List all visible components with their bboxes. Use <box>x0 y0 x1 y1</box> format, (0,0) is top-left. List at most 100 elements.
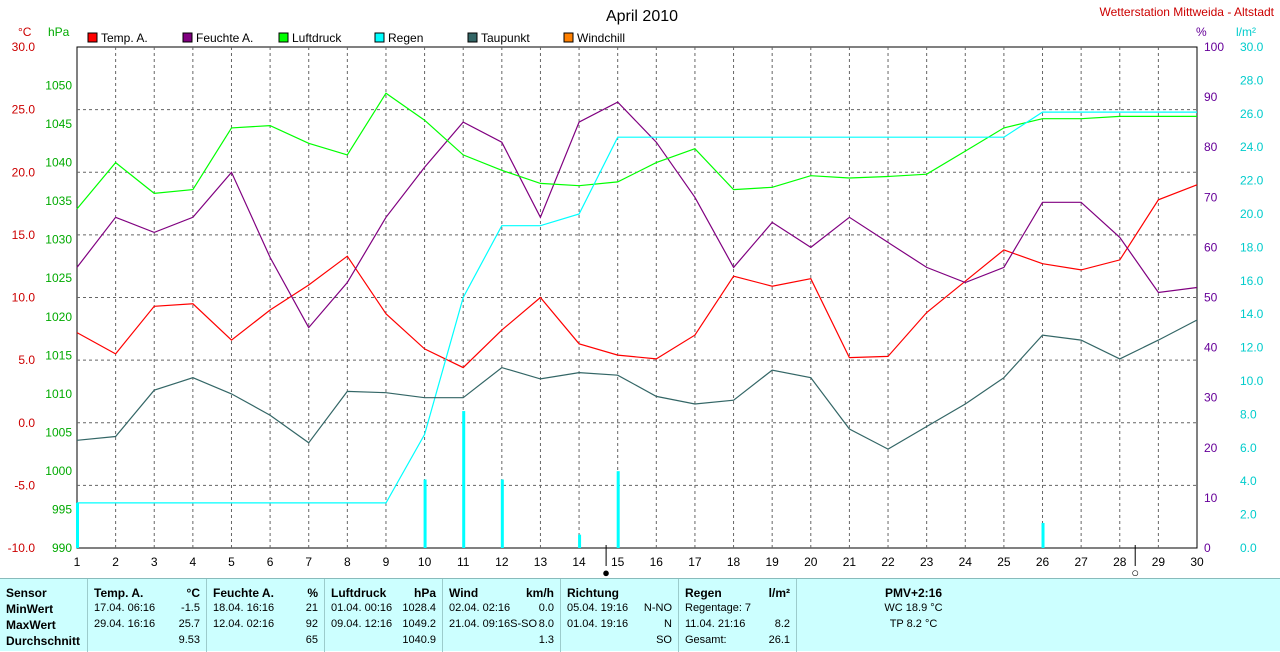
stats-windchill: WC 18.9 °C <box>884 602 943 614</box>
series-lines <box>76 92 1198 504</box>
temp-tick-label: 10.0 <box>12 291 36 305</box>
weather-chart: April 2010 Wetterstation Mittweida - Alt… <box>8 5 1275 578</box>
rain-tick-label: 6.0 <box>1240 441 1257 455</box>
stats-humidity-header: Feuchte A. <box>213 586 274 600</box>
stats-rain-total-label: Gesamt: <box>685 634 727 646</box>
humidity-tick-label: 20 <box>1204 441 1218 455</box>
stats-pressure-min-value: 1028.4 <box>402 602 436 614</box>
pressure-tick-label: 1005 <box>45 425 72 439</box>
humidity-tick-label: 0 <box>1204 541 1211 555</box>
humidity-unit-label: % <box>1196 25 1207 39</box>
temp-tick-label: 30.0 <box>12 40 36 54</box>
stats-temp-min-value: -1.5 <box>181 602 200 614</box>
humidity-tick-label: 100 <box>1204 40 1224 54</box>
x-tick-label: 6 <box>267 555 274 569</box>
moon-marker-symbol: ○ <box>1131 565 1139 578</box>
x-tick-label: 20 <box>804 555 818 569</box>
rain-tick-label: 28.0 <box>1240 73 1264 87</box>
stats-direction-min-time: 05.04. 19:16 <box>567 602 629 614</box>
rain-unit-label: l/m² <box>1236 25 1256 39</box>
x-tick-label: 23 <box>920 555 934 569</box>
stats-pressure-min-time: 01.04. 00:16 <box>331 602 393 614</box>
stats-pressure-max-value: 1049.2 <box>402 618 436 630</box>
rain-bar <box>1041 522 1045 548</box>
legend-swatch <box>278 32 289 43</box>
station-name: Wetterstation Mittweida - Altstadt <box>1099 5 1274 19</box>
rain-tick-label: 18.0 <box>1240 240 1264 254</box>
chart-axes: 30.025.020.015.010.05.00.0-5.0-10.010501… <box>8 40 1264 569</box>
x-tick-label: 24 <box>959 555 973 569</box>
legend-label: Taupunkt <box>481 31 530 45</box>
legend-swatch <box>467 32 478 43</box>
stats-rain-days: Regentage: 7 <box>685 602 752 614</box>
x-tick-label: 16 <box>650 555 664 569</box>
x-tick-label: 26 <box>1036 555 1050 569</box>
temp-tick-label: 0.0 <box>18 416 35 430</box>
x-tick-label: 15 <box>611 555 625 569</box>
x-tick-label: 3 <box>151 555 158 569</box>
humidity-tick-label: 90 <box>1204 90 1218 104</box>
pressure-unit-label: hPa <box>48 25 70 39</box>
stats-humidity-column: Feuchte A.% 18.04. 16:16 21 12.04. 02:16 9… <box>206 579 324 652</box>
rain-tick-label: 2.0 <box>1240 508 1257 522</box>
stats-wind-unit: km/h <box>525 586 554 600</box>
stats-pressure-column: Luftdruck hPa 01.04. 00:16 1028.4 09.04. 1… <box>324 579 442 652</box>
rain-tick-label: 16.0 <box>1240 274 1264 288</box>
stats-rain-unit: l/m² <box>768 586 790 600</box>
x-tick-label: 2 <box>112 555 119 569</box>
stats-humidity-min-time: 18.04. 16:16 <box>213 602 275 614</box>
humidity-tick-label: 10 <box>1204 491 1218 505</box>
pressure-tick-label: 1000 <box>45 464 72 478</box>
x-tick-label: 9 <box>383 555 390 569</box>
stats-sensor-column: Sensor MinWert MaxWert Durchschnitt <box>0 579 87 652</box>
legend-swatch <box>87 32 98 43</box>
chart-legend: Temp. A. Feuchte A. Luftdruck Regen Taupunkt… <box>87 31 625 45</box>
x-tick-label: 14 <box>572 555 586 569</box>
legend-label: Regen <box>388 31 423 45</box>
series-line-luftdruck <box>76 92 1197 210</box>
x-tick-label: 5 <box>228 555 235 569</box>
stats-pressure-unit: hPa <box>413 586 436 600</box>
rain-tick-label: 20.0 <box>1240 207 1264 221</box>
rain-tick-label: 22.0 <box>1240 174 1264 188</box>
pressure-tick-label: 990 <box>52 541 72 555</box>
x-tick-label: 8 <box>344 555 351 569</box>
rain-tick-label: 0.0 <box>1240 541 1257 555</box>
stats-temp-max-value: 25.7 <box>178 618 200 630</box>
pressure-tick-label: 1035 <box>45 194 72 208</box>
x-tick-label: 28 <box>1113 555 1127 569</box>
stats-humidity-max-value: 92 <box>305 618 318 630</box>
rain-tick-label: 26.0 <box>1240 107 1264 121</box>
x-tick-label: 13 <box>534 555 548 569</box>
temp-tick-label: 5.0 <box>18 353 35 367</box>
stats-avg-label: Durchschnitt <box>6 634 81 648</box>
rain-tick-label: 30.0 <box>1240 40 1264 54</box>
stats-wind-avg-value: 1.3 <box>538 634 554 646</box>
humidity-tick-label: 80 <box>1204 140 1218 154</box>
daily-rain-bars <box>76 411 1045 548</box>
x-tick-label: 17 <box>688 555 702 569</box>
temp-unit-label: °C <box>18 25 32 39</box>
stats-pressure-avg-value: 1040.9 <box>402 634 436 646</box>
stats-wind-max-value: 8.0 <box>538 618 554 630</box>
stats-rain-header: Regen <box>685 586 722 600</box>
stats-direction-max-value: N <box>664 618 672 630</box>
temp-tick-label: -10.0 <box>8 541 36 555</box>
legend-label: Windchill <box>577 31 625 45</box>
rain-tick-label: 12.0 <box>1240 341 1264 355</box>
rain-tick-label: 24.0 <box>1240 140 1264 154</box>
legend-label: Temp. A. <box>101 31 148 45</box>
stats-humidity-unit: % <box>307 586 318 600</box>
pressure-tick-label: 1025 <box>45 271 72 285</box>
temp-tick-label: 25.0 <box>12 103 36 117</box>
pressure-tick-label: 1030 <box>45 233 72 247</box>
temp-tick-label: 15.0 <box>12 228 36 242</box>
stats-wind-min-time: 02.04. 02:16 <box>449 602 511 614</box>
series-line-temp-a <box>76 184 1198 369</box>
stats-temp-unit: °C <box>186 586 200 600</box>
rain-bar <box>462 411 466 548</box>
stats-dewpoint: TP 8.2 °C <box>889 618 938 630</box>
pressure-tick-label: 1050 <box>45 79 72 93</box>
stats-pressure-max-time: 09.04. 12:16 <box>331 618 393 630</box>
rain-bar <box>616 471 620 548</box>
